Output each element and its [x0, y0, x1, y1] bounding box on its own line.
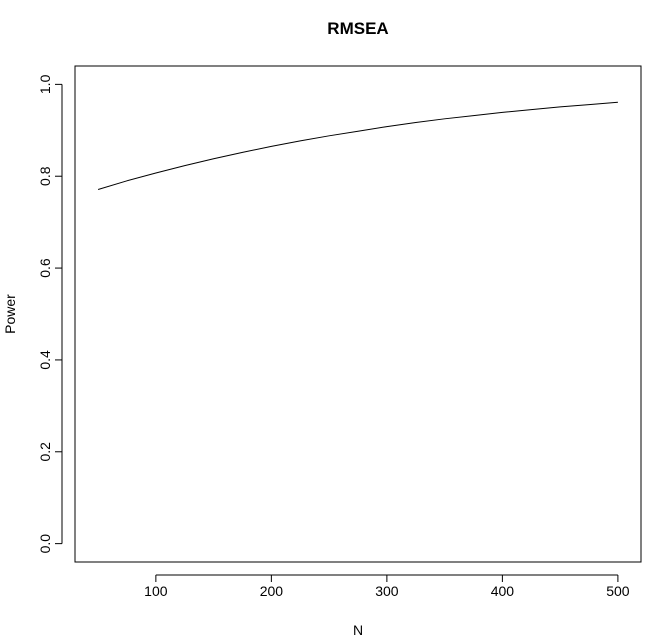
x-tick-label: 200 [260, 583, 284, 599]
plot-frame [74, 65, 642, 563]
y-tick-label: 0.0 [37, 534, 53, 554]
y-tick-label: 0.2 [37, 442, 53, 462]
y-tick-label: 0.6 [37, 258, 53, 278]
y-axis: 0.0 0.2 0.4 0.6 0.8 1.0 [37, 74, 63, 554]
x-tick-label: 500 [606, 583, 630, 599]
y-tick-label: 0.4 [37, 350, 53, 370]
x-axis: 100 200 300 400 500 [144, 574, 630, 599]
x-tick-label: 300 [375, 583, 399, 599]
y-tick-label: 1.0 [37, 74, 53, 94]
y-tick-label: 0.8 [37, 166, 53, 186]
series-layer [97, 101, 618, 191]
chart-title: RMSEA [327, 19, 388, 38]
x-tick-label: 100 [144, 583, 168, 599]
series-line-power [97, 101, 618, 191]
x-tick-label: 400 [491, 583, 515, 599]
y-axis-label: Power [2, 294, 18, 334]
x-axis-label: N [353, 622, 363, 638]
